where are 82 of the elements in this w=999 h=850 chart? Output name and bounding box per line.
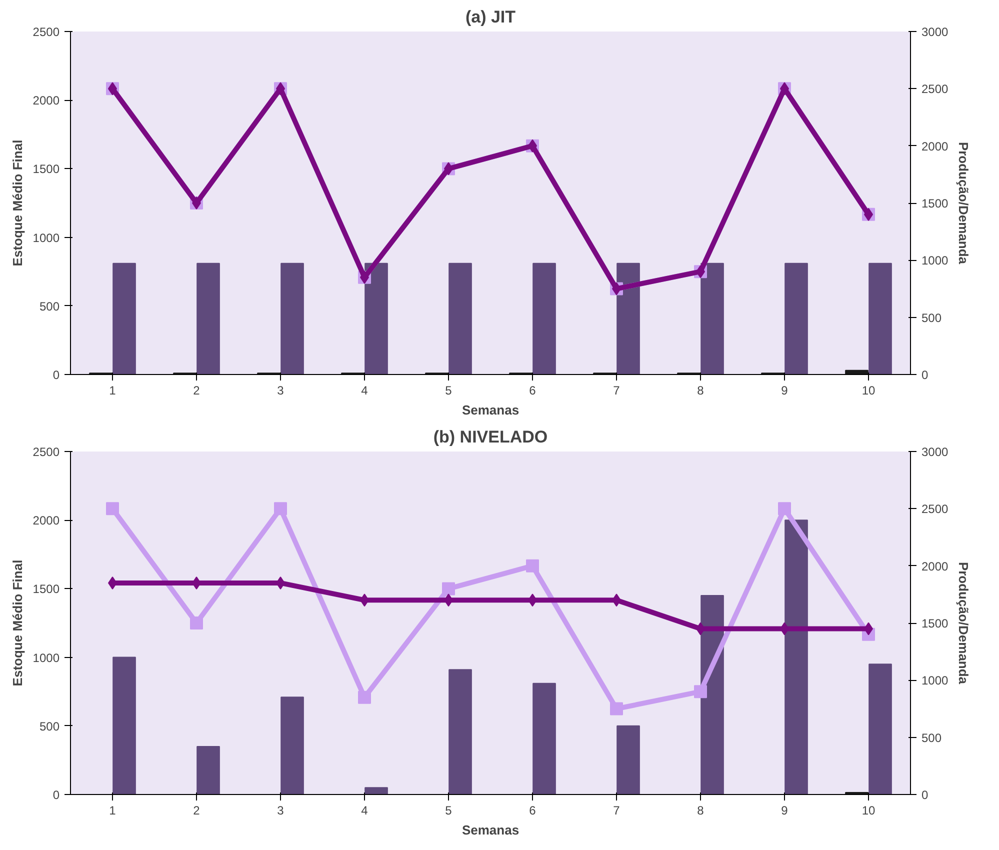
- x-tick-label: 1: [109, 384, 116, 398]
- point: [442, 582, 455, 596]
- point: [694, 685, 707, 698]
- point: [778, 502, 791, 516]
- y-tick-label: 1500: [32, 162, 60, 176]
- x-tick-label: 9: [781, 384, 788, 398]
- x-tick-label: 2: [193, 804, 200, 818]
- y2-tick-label: 3000: [922, 25, 949, 39]
- x-axis-title: Semanas: [462, 822, 520, 838]
- x-tick-label: 6: [529, 384, 536, 398]
- bar: [364, 262, 388, 374]
- bar: [532, 682, 556, 794]
- bar: [784, 520, 808, 794]
- y-tick-label: 1000: [32, 650, 60, 665]
- bar: [448, 262, 472, 374]
- y2-tick-label: 2500: [922, 502, 949, 516]
- x-tick-label: 2: [193, 384, 200, 398]
- x-tick-label: 4: [361, 804, 368, 818]
- chart-title: (b) NIVELADO: [433, 428, 548, 446]
- bar: [280, 696, 304, 794]
- y2-tick-label: 500: [922, 730, 942, 745]
- x-tick-label: 10: [862, 384, 876, 398]
- bar: [616, 262, 640, 374]
- y2-tick-label: 2000: [922, 139, 949, 154]
- bar: [700, 262, 724, 374]
- bar: [868, 664, 892, 794]
- x-tick-label: 5: [445, 384, 452, 398]
- chart-title: (a) JIT: [465, 8, 516, 26]
- x-tick-label: 8: [697, 384, 704, 398]
- y-tick-label: 2000: [32, 94, 60, 108]
- y-tick-label: 0: [52, 368, 60, 382]
- point: [358, 690, 371, 704]
- x-tick-label: 5: [445, 804, 452, 818]
- y2-tick-label: 3000: [922, 445, 949, 459]
- bar: [280, 262, 304, 374]
- y2-axis-title: Produção/Demanda: [956, 562, 972, 685]
- bar: [112, 262, 136, 374]
- y-tick-label: 2500: [32, 25, 60, 39]
- y2-tick-label: 1500: [922, 616, 949, 630]
- point: [190, 616, 203, 630]
- bar: [616, 725, 640, 794]
- bar: [532, 262, 556, 374]
- y2-axis-title: Produção/Demanda: [956, 142, 972, 265]
- point: [610, 702, 623, 716]
- bar: [868, 262, 892, 374]
- y2-tick-label: 1000: [922, 674, 949, 688]
- y-tick-label: 1000: [32, 230, 60, 245]
- x-tick-label: 4: [361, 384, 368, 398]
- bar: [784, 262, 808, 374]
- x-tick-label: 10: [862, 804, 876, 818]
- y2-tick-label: 2500: [922, 82, 949, 96]
- x-tick-label: 3: [277, 804, 284, 818]
- y-tick-label: 2500: [32, 445, 60, 459]
- x-tick-label: 8: [697, 804, 704, 818]
- x-axis-title: Semanas: [462, 402, 520, 418]
- x-tick-label: 1: [109, 804, 116, 818]
- x-tick-label: 9: [781, 804, 788, 818]
- x-tick-label: 6: [529, 804, 536, 818]
- y2-tick-label: 500: [922, 310, 942, 325]
- bar: [364, 787, 388, 794]
- y-tick-label: 1500: [32, 582, 60, 596]
- y-tick-label: 2000: [32, 514, 60, 528]
- x-tick-label: 7: [613, 384, 620, 398]
- bar: [112, 656, 136, 794]
- y2-tick-label: 0: [922, 368, 928, 382]
- bar: [448, 669, 472, 794]
- bar: [196, 262, 220, 374]
- y-axis-title: Estoque Médio Final: [10, 560, 25, 686]
- y-tick-label: 500: [39, 299, 60, 314]
- y2-tick-label: 1000: [922, 254, 949, 268]
- x-tick-label: 7: [613, 804, 620, 818]
- y2-tick-label: 2000: [922, 559, 949, 574]
- y2-tick-label: 0: [922, 788, 928, 802]
- y-tick-label: 500: [39, 719, 60, 734]
- y-axis-title: Estoque Médio Final: [10, 140, 25, 266]
- bar: [196, 746, 220, 794]
- y2-tick-label: 1500: [922, 196, 949, 210]
- point: [526, 559, 539, 572]
- x-tick-label: 3: [277, 384, 284, 398]
- point: [274, 502, 287, 516]
- y-tick-label: 0: [52, 788, 60, 802]
- point: [106, 502, 119, 516]
